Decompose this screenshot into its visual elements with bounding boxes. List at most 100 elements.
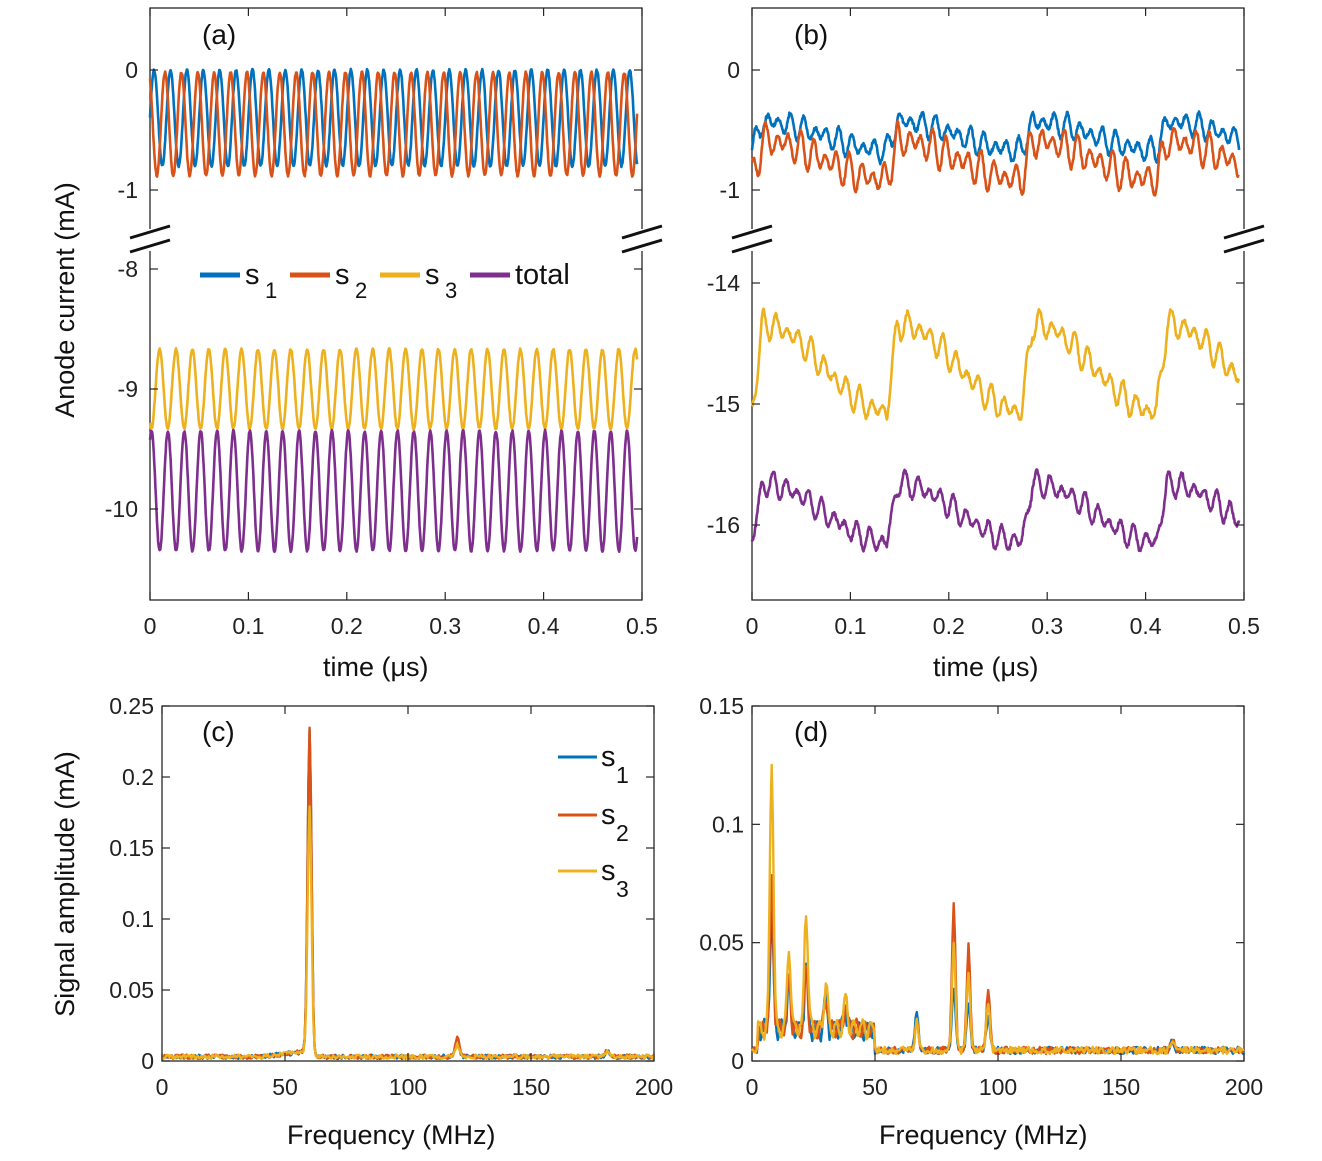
panel-c-ytick-label-3: 0.15 bbox=[109, 835, 154, 861]
panel-d-ytick-label-3: 0.15 bbox=[699, 693, 744, 719]
panel-b-xtick-label-5: 0.5 bbox=[1228, 613, 1260, 639]
panel-b-xtick-label-1: 0.1 bbox=[834, 613, 866, 639]
panel-b-ytick-label-upper-0: 0 bbox=[727, 57, 740, 83]
panel-c-xtick-label-3: 150 bbox=[512, 1074, 550, 1100]
legend-a-total-label: total bbox=[515, 259, 570, 291]
panel-b-ytick-label-lower-0: -14 bbox=[707, 270, 740, 296]
panel-d-series-s3 bbox=[751, 763, 1245, 1056]
panel-a-break-mark-1a bbox=[621, 224, 663, 240]
legend-c-s1-label: s bbox=[601, 741, 616, 773]
panel-a-axes: 0 0.1 0.2 0.3 0.4 0.5 0 -1 -8 -9 -10 bbox=[105, 8, 663, 639]
panel-d-label: (d) bbox=[794, 716, 828, 747]
panel-d-ytick-label-2: 0.1 bbox=[712, 811, 744, 837]
panel-c-xlabel: Frequency (MHz) bbox=[287, 1120, 496, 1150]
panel-c-xtick-label-0: 0 bbox=[156, 1074, 169, 1100]
panel-b-xlabel: time (μs) bbox=[933, 652, 1039, 682]
panel-c-ytick-label-5: 0.25 bbox=[109, 693, 154, 719]
panel-a-label: (a) bbox=[202, 19, 236, 50]
legend-a-s1-label: s bbox=[245, 259, 260, 291]
panel-b-xtick-label-2: 0.2 bbox=[933, 613, 965, 639]
panel-c-legend: s 1 s 2 s 3 bbox=[558, 741, 629, 902]
panel-c-xtick-label-1: 50 bbox=[272, 1074, 298, 1100]
panel-d-axes: 0 50 100 150 200 0 0.05 0.1 0.15 bbox=[699, 693, 1263, 1100]
panel-a-break-mark-1b bbox=[621, 238, 663, 254]
legend-c-s3-label: s bbox=[601, 855, 616, 887]
panel-c-ytick-label-1: 0.05 bbox=[109, 977, 154, 1003]
panel-c-ylabel: Signal amplitude (mA) bbox=[50, 751, 80, 1017]
panel-d-xtick-label-0: 0 bbox=[746, 1074, 759, 1100]
panel-b-break-mark-0a bbox=[731, 224, 773, 240]
panel-b-break-mark-1b bbox=[1223, 238, 1265, 254]
panel-c-series-s2 bbox=[161, 726, 654, 1061]
panel-a-ytick-label-upper-1: -1 bbox=[118, 177, 138, 203]
legend-c-s1-sub: 1 bbox=[616, 762, 629, 788]
panel-b-xtick-label-0: 0 bbox=[746, 613, 759, 639]
panel-b-xtick-label-4: 0.4 bbox=[1130, 613, 1162, 639]
panel-c-series-s1 bbox=[161, 728, 655, 1061]
panel-a-ytick-label-lower-0: -8 bbox=[118, 256, 138, 282]
panel-a-xtick-label-1: 0.1 bbox=[232, 613, 264, 639]
panel-a-series-s1 bbox=[148, 67, 639, 169]
panel-b-xtick-label-3: 0.3 bbox=[1031, 613, 1063, 639]
panel-a-series-s3 bbox=[148, 346, 639, 432]
panel-b-series-s2 bbox=[750, 119, 1240, 197]
panel-d-xlabel: Frequency (MHz) bbox=[879, 1120, 1088, 1150]
panel-b-series-s3 bbox=[751, 307, 1241, 421]
panel-b-axes: 0 0.1 0.2 0.3 0.4 0.5 0 -1 -14 -15 -16 bbox=[707, 8, 1265, 639]
panel-a-ytick-label-upper-0: 0 bbox=[125, 57, 138, 83]
panel-d-xtick-label-2: 100 bbox=[979, 1074, 1017, 1100]
panel-b-break-mark-0b bbox=[731, 238, 773, 254]
panel-d-series-s2 bbox=[752, 874, 1245, 1056]
panel-c-xtick-label-2: 100 bbox=[389, 1074, 427, 1100]
legend-a-s2-sub: 2 bbox=[355, 278, 367, 303]
legend-c-s2-sub: 2 bbox=[616, 820, 629, 846]
panel-a-break-mark-0a bbox=[129, 224, 171, 240]
panel-a-series-total bbox=[148, 428, 639, 554]
panel-b-label: (b) bbox=[794, 19, 828, 50]
panel-a: 0 0.1 0.2 0.3 0.4 0.5 0 -1 -8 -9 -10 (a) s 1 s 2 s… bbox=[50, 7, 663, 682]
panel-d-xtick-label-4: 200 bbox=[1225, 1074, 1263, 1100]
panel-d: 0 50 100 150 200 0 0.05 0.1 0.15 (d) Frequency (… bbox=[699, 693, 1263, 1150]
panel-b-frame bbox=[751, 7, 1245, 601]
panel-b-break-mark-1a bbox=[1223, 224, 1265, 240]
panel-a-xtick-label-4: 0.4 bbox=[528, 613, 560, 639]
panel-d-xtick-label-3: 150 bbox=[1102, 1074, 1140, 1100]
panel-b-ytick-label-lower-2: -16 bbox=[707, 512, 740, 538]
panel-a-ytick-label-lower-2: -10 bbox=[105, 496, 138, 522]
panel-d-series-s1 bbox=[751, 908, 1246, 1055]
panel-a-break-mark-0b bbox=[129, 238, 171, 254]
panel-a-xtick-label-3: 0.3 bbox=[429, 613, 461, 639]
panel-b-ytick-label-upper-1: -1 bbox=[720, 177, 740, 203]
panel-b-series bbox=[750, 110, 1241, 553]
legend-a-s3-label: s bbox=[425, 259, 440, 291]
panel-a-xtick-label-2: 0.2 bbox=[331, 613, 363, 639]
panel-c-ytick-label-4: 0.2 bbox=[122, 764, 154, 790]
legend-a-s3-sub: 3 bbox=[445, 278, 457, 303]
legend-c-s3-sub: 3 bbox=[616, 876, 629, 902]
panel-a-legend: s 1 s 2 s 3 total bbox=[200, 259, 570, 303]
panel-c-ytick-label-0: 0 bbox=[141, 1048, 154, 1074]
panel-a-xlabel: time (μs) bbox=[323, 652, 429, 682]
panel-b: 0 0.1 0.2 0.3 0.4 0.5 0 -1 -14 -15 -16 (b) time (μ… bbox=[707, 7, 1265, 682]
panel-a-frame bbox=[149, 7, 643, 601]
panel-c-label: (c) bbox=[202, 716, 235, 747]
legend-a-s2-label: s bbox=[335, 259, 350, 291]
panel-d-series bbox=[751, 763, 1246, 1056]
panel-c-series bbox=[161, 726, 656, 1061]
panel-c-axes: 0 50 100 150 200 0 0.05 0.1 0.15 0.2 0.25 bbox=[109, 693, 673, 1100]
legend-a-s1-sub: 1 bbox=[265, 278, 277, 303]
panel-a-xtick-label-5: 0.5 bbox=[626, 613, 658, 639]
panel-c: 0 50 100 150 200 0 0.05 0.1 0.15 0.2 0.25 (c) s 1 … bbox=[50, 693, 673, 1150]
panel-c-ytick-label-2: 0.1 bbox=[122, 906, 154, 932]
panel-a-series bbox=[148, 67, 639, 554]
panel-a-series-s2 bbox=[148, 70, 639, 178]
panel-d-ytick-label-1: 0.05 bbox=[699, 930, 744, 956]
legend-c-s2-label: s bbox=[601, 799, 616, 831]
panel-c-xtick-label-4: 200 bbox=[635, 1074, 673, 1100]
panel-d-ytick-label-0: 0 bbox=[731, 1048, 744, 1074]
panel-a-ylabel: Anode current (mA) bbox=[50, 182, 80, 418]
panel-b-series-total bbox=[750, 468, 1241, 553]
panel-b-ytick-label-lower-1: -15 bbox=[707, 391, 740, 417]
panel-a-ytick-label-lower-1: -9 bbox=[118, 376, 138, 402]
